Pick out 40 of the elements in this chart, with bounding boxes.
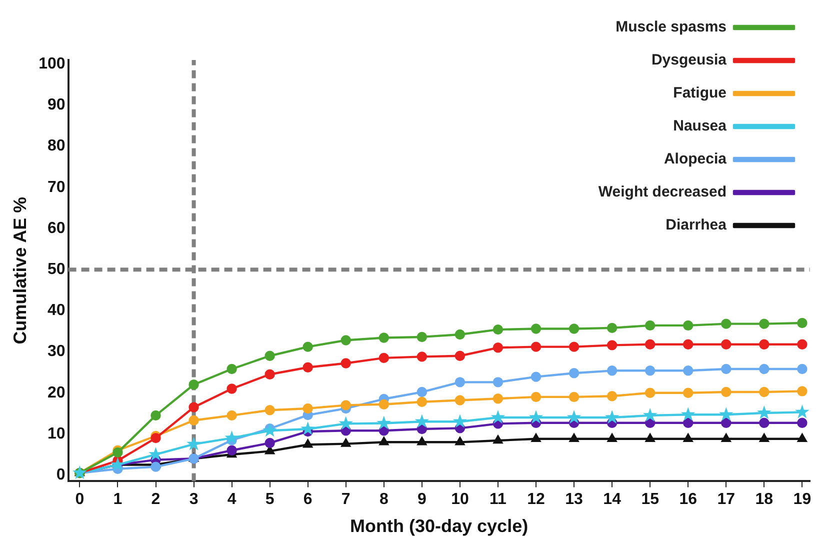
x-tick-label: 15 [641, 491, 660, 508]
legend-label: Alopecia [664, 150, 728, 168]
y-tick-label: 100 [38, 56, 66, 73]
x-tick-label: 9 [417, 491, 426, 508]
x-tick-label: 10 [451, 491, 469, 508]
x-tick-label: 16 [679, 491, 698, 508]
x-tick-label: 2 [151, 491, 160, 508]
y-tick-label: 60 [48, 220, 66, 237]
x-tick-label: 4 [227, 491, 236, 508]
x-tick-label: 8 [379, 491, 388, 508]
x-tick-label: 11 [490, 491, 507, 508]
x-tick-label: 6 [303, 491, 312, 508]
x-tick-label: 5 [265, 491, 274, 508]
x-tick-label: 18 [755, 491, 774, 508]
x-tick-label: 12 [527, 491, 546, 508]
x-tick-label: 3 [189, 491, 198, 508]
y-tick-label: 20 [48, 384, 66, 402]
x-tick-label: 19 [793, 491, 812, 508]
y-tick-label: 90 [48, 96, 66, 114]
y-tick-label: 10 [48, 425, 66, 442]
legend-label: Diarrhea [666, 216, 728, 234]
y-tick-label: 50 [48, 260, 66, 278]
y-axis-title: Cumulative AE % [10, 196, 30, 344]
legend-label: Dysgeusia [651, 52, 728, 69]
x-axis-title: Month (30-day cycle) [350, 516, 528, 536]
x-tick-label: 1 [113, 491, 122, 508]
y-tick-label: 30 [48, 343, 66, 360]
legend-label: Nausea [673, 118, 728, 135]
y-tick-label: 0 [56, 466, 66, 484]
y-tick-label: 70 [48, 178, 66, 196]
legend-label: Fatigue [673, 84, 726, 102]
legend-label: Weight decreased [598, 184, 726, 201]
x-tick-label: 14 [603, 491, 622, 508]
y-tick-label: 40 [48, 302, 66, 320]
y-tick-label: 80 [48, 138, 66, 155]
x-tick-label: 0 [75, 491, 84, 508]
x-tick-label: 17 [717, 491, 736, 508]
x-tick-label: 13 [565, 491, 584, 508]
x-tick-label: 7 [341, 491, 350, 508]
legend-label: Muscle spasms [616, 18, 726, 36]
